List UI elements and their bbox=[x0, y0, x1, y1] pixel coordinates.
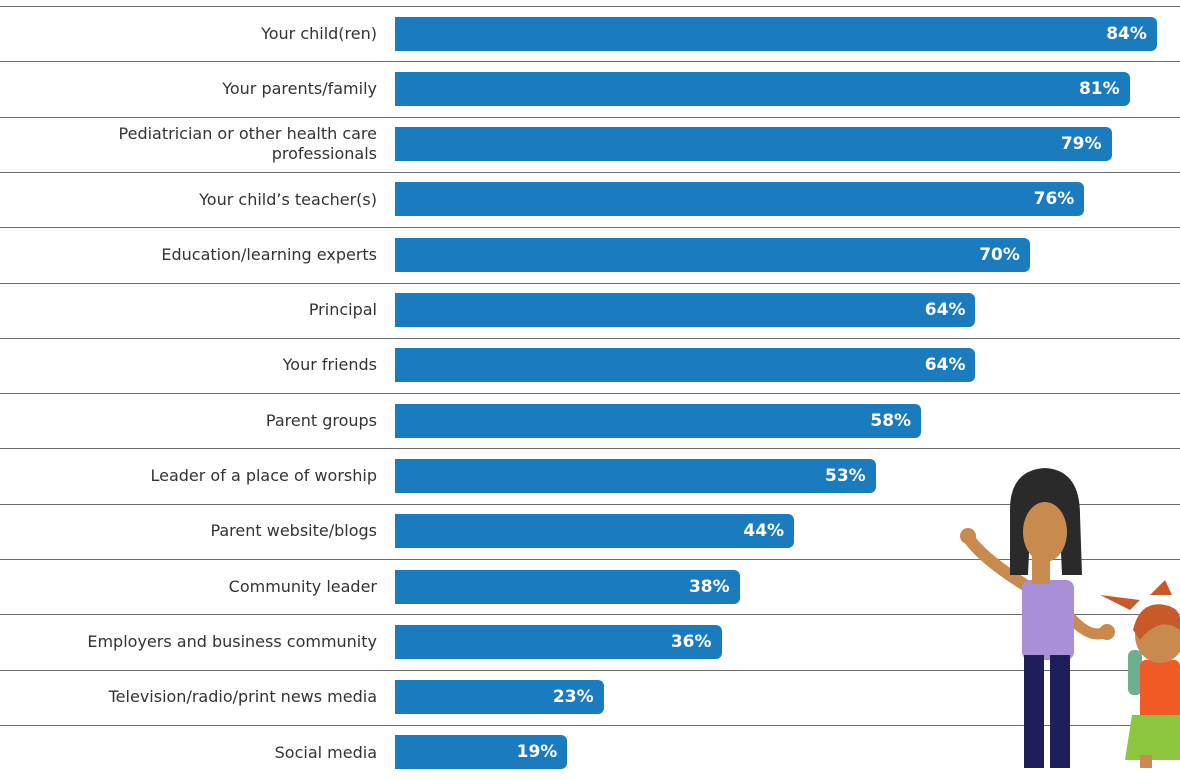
row-divider bbox=[0, 171, 1180, 173]
bar bbox=[395, 237, 1030, 272]
category-label: Your child(ren) bbox=[0, 6, 377, 61]
row-divider bbox=[0, 61, 1180, 63]
category-text: Employers and business community bbox=[87, 631, 377, 651]
value-label: 23% bbox=[552, 687, 594, 708]
category-label: Education/learning experts bbox=[0, 227, 377, 282]
category-label: Parent website/blogs bbox=[0, 504, 377, 559]
value-label: 19% bbox=[516, 742, 558, 763]
category-label: Your parents/family bbox=[0, 61, 377, 116]
bar bbox=[395, 293, 976, 327]
row-divider bbox=[0, 559, 1180, 560]
category-text: Your friends bbox=[282, 355, 377, 375]
row-divider bbox=[0, 724, 1180, 726]
category-text: Social media bbox=[274, 742, 377, 762]
category-text: Television/radio/print news media bbox=[108, 687, 377, 707]
bar bbox=[395, 16, 1157, 51]
category-label: Your child’s teacher(s) bbox=[0, 172, 377, 227]
row-divider bbox=[0, 282, 1180, 284]
row-divider bbox=[0, 116, 1180, 118]
bar bbox=[395, 403, 922, 438]
row-divider bbox=[0, 6, 1180, 7]
row-divider bbox=[0, 614, 1180, 616]
row-divider bbox=[0, 393, 1180, 395]
category-text: Parent groups bbox=[265, 410, 377, 430]
category-label: Pediatrician or other health care profes… bbox=[0, 117, 377, 172]
value-label: 44% bbox=[743, 521, 785, 542]
category-label: Television/radio/print news media bbox=[0, 670, 377, 725]
value-label: 64% bbox=[924, 355, 966, 376]
bar bbox=[395, 458, 876, 493]
row-divider bbox=[0, 669, 1180, 671]
category-label: Principal bbox=[0, 283, 377, 338]
value-label: 53% bbox=[825, 465, 866, 486]
row-divider bbox=[0, 503, 1180, 505]
bar bbox=[395, 71, 1130, 106]
category-text: Your child(ren) bbox=[261, 23, 377, 43]
category-text: Principal bbox=[308, 300, 377, 320]
category-label: Leader of a place of worship bbox=[0, 448, 377, 503]
category-label: Community leader bbox=[0, 559, 377, 614]
category-text: Education/learning experts bbox=[161, 244, 377, 264]
bar bbox=[395, 348, 976, 383]
category-text: Pediatrician or other health care profes… bbox=[118, 124, 377, 164]
category-text: Parent website/blogs bbox=[210, 521, 377, 541]
category-label: Your friends bbox=[0, 338, 377, 393]
category-label: Social media bbox=[0, 725, 377, 780]
row-divider bbox=[0, 227, 1180, 229]
value-label: 64% bbox=[924, 300, 966, 320]
bar bbox=[395, 624, 722, 659]
bar bbox=[395, 680, 604, 715]
bar bbox=[395, 182, 1085, 217]
bar bbox=[395, 127, 1112, 162]
category-text: Leader of a place of worship bbox=[150, 466, 377, 486]
category-text: Your child’s teacher(s) bbox=[199, 189, 377, 209]
category-text: Your parents/family bbox=[222, 78, 377, 98]
row-divider bbox=[0, 337, 1180, 339]
value-label: 81% bbox=[1078, 78, 1120, 99]
value-label: 70% bbox=[979, 244, 1020, 265]
category-text: Community leader bbox=[228, 576, 377, 596]
value-label: 36% bbox=[670, 631, 712, 652]
value-label: 79% bbox=[1060, 134, 1102, 155]
row-divider bbox=[0, 448, 1180, 450]
category-label: Employers and business community bbox=[0, 614, 377, 669]
category-label: Parent groups bbox=[0, 393, 377, 448]
bar bbox=[395, 514, 795, 549]
value-label: 38% bbox=[688, 576, 730, 597]
value-label: 84% bbox=[1106, 23, 1147, 44]
bar bbox=[395, 735, 568, 770]
value-label: 58% bbox=[870, 410, 912, 431]
value-label: 76% bbox=[1033, 189, 1075, 210]
bar bbox=[395, 569, 740, 604]
